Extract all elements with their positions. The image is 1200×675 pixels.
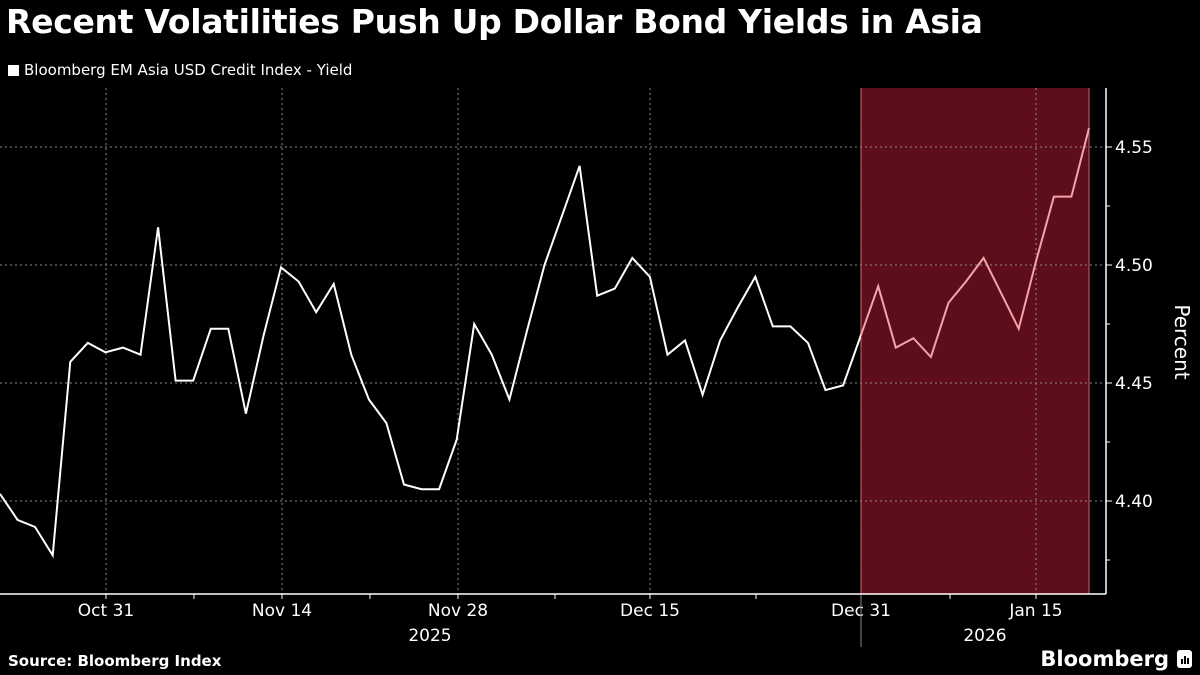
- legend: Bloomberg EM Asia USD Credit Index - Yie…: [8, 61, 352, 79]
- x-tick-label: Nov 14: [252, 601, 312, 621]
- chart-title: Recent Volatilities Push Up Dollar Bond …: [6, 2, 983, 41]
- year-label-2026: 2026: [963, 626, 1006, 646]
- legend-swatch-icon: [8, 64, 19, 76]
- bloomberg-logo-icon: [1177, 650, 1192, 668]
- y-tick-label: 4.55: [1115, 138, 1153, 158]
- x-tick-label: Dec 15: [620, 601, 680, 621]
- yield-line-highlighted: [861, 127, 1090, 359]
- x-tick-label: Oct 31: [78, 601, 134, 621]
- y-tick-label: 4.40: [1115, 492, 1153, 512]
- y-axis-title: Percent: [1170, 304, 1194, 379]
- yield-line: [0, 165, 861, 559]
- x-tick-label: Nov 28: [428, 601, 488, 621]
- highlight-region: [861, 88, 1089, 594]
- y-tick-label: 4.45: [1115, 374, 1153, 394]
- year-label-2025: 2025: [408, 626, 451, 646]
- legend-label: Bloomberg EM Asia USD Credit Index - Yie…: [24, 61, 353, 79]
- brand-name: Bloomberg: [1040, 647, 1169, 671]
- x-tick-label: Jan 15: [1008, 601, 1062, 621]
- source-note: Source: Bloomberg Index: [8, 652, 222, 670]
- brand: Bloomberg: [1040, 647, 1192, 671]
- y-tick-label: 4.50: [1115, 256, 1153, 276]
